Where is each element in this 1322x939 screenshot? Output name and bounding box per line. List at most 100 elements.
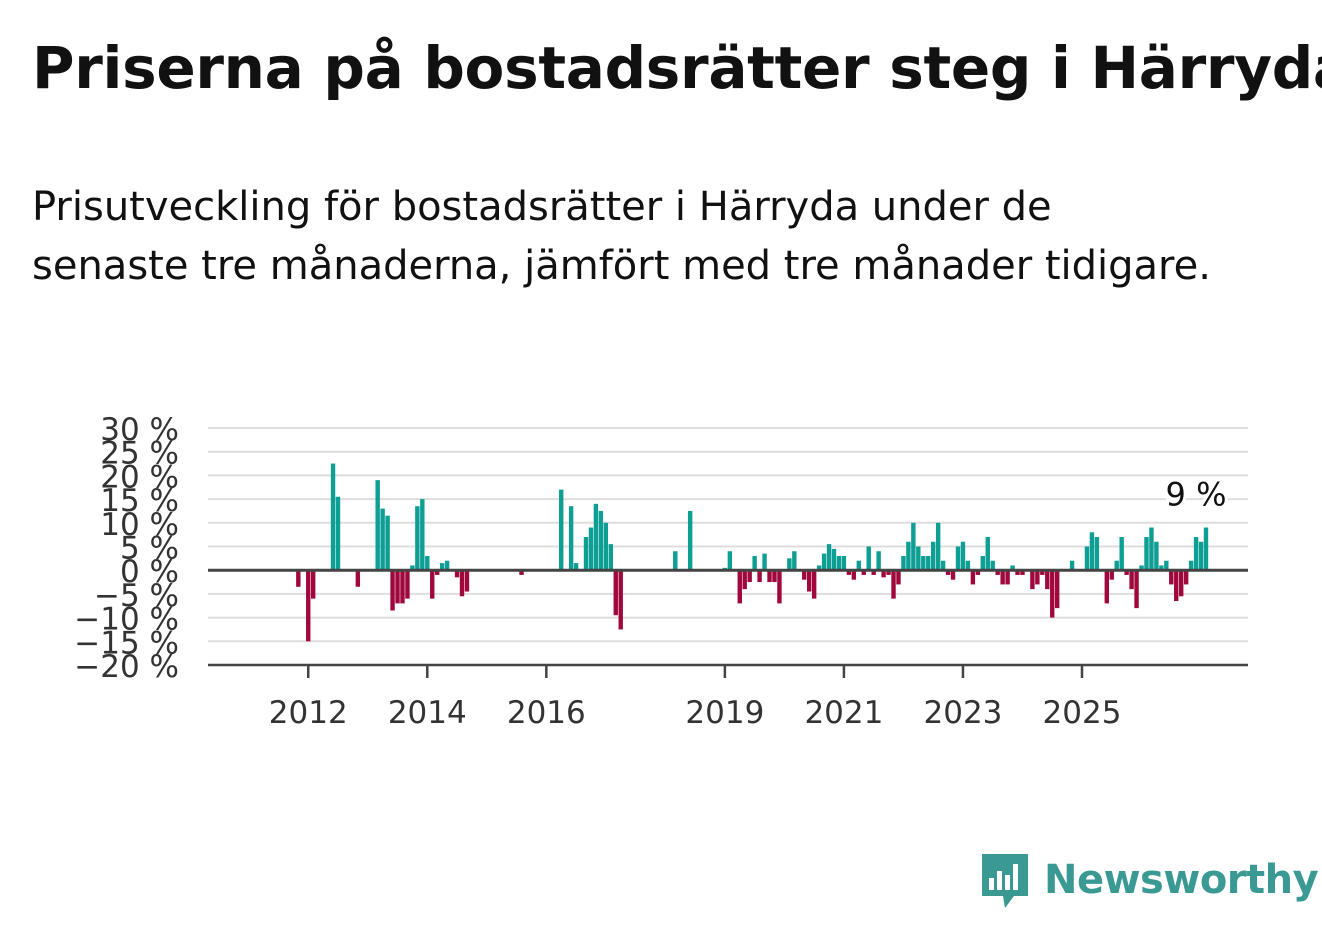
bar — [380, 508, 385, 571]
bar — [311, 570, 316, 599]
last-value-label: 9 % — [1166, 476, 1227, 514]
bar — [415, 506, 420, 571]
bar — [990, 560, 995, 571]
x-tick-label: 2023 — [924, 695, 1003, 731]
bar — [559, 489, 564, 571]
bar — [375, 480, 380, 571]
y-tick-label: 20 % — [100, 459, 179, 495]
bar — [1139, 565, 1144, 571]
y-tick-label: 0 % — [120, 554, 179, 590]
bar — [430, 570, 435, 599]
bar — [1005, 570, 1010, 585]
bar — [306, 570, 311, 642]
bar — [921, 555, 926, 571]
bar — [1159, 565, 1164, 571]
bar — [1015, 570, 1020, 575]
bar — [1134, 570, 1139, 609]
bar — [1104, 570, 1109, 604]
bar — [871, 570, 876, 575]
bar — [1045, 570, 1050, 590]
bar — [955, 546, 961, 571]
bar — [762, 553, 767, 571]
bar — [787, 558, 792, 571]
bar — [439, 563, 445, 571]
bar — [861, 570, 866, 575]
bar — [901, 555, 906, 571]
bar — [1010, 565, 1015, 571]
y-tick-label: 10 % — [100, 507, 179, 543]
y-tick-label: −10 % — [74, 602, 179, 638]
bar — [935, 522, 941, 571]
bar — [1094, 537, 1100, 571]
y-tick-label: −15 % — [74, 625, 179, 661]
bar — [410, 565, 415, 571]
bar — [772, 570, 777, 583]
bar — [355, 570, 361, 587]
bar — [435, 570, 440, 575]
y-tick-label: −5 % — [94, 578, 179, 614]
bar — [1050, 570, 1055, 618]
bar — [618, 570, 623, 630]
bar — [916, 546, 921, 571]
bar — [752, 555, 757, 571]
bar — [826, 544, 832, 571]
bar — [1109, 570, 1114, 580]
bar — [940, 560, 946, 571]
bar — [598, 510, 604, 571]
bar — [1174, 570, 1179, 602]
bar — [335, 496, 341, 571]
bar — [807, 570, 812, 592]
bar — [1183, 570, 1189, 585]
bar — [980, 555, 985, 571]
bar — [727, 551, 733, 571]
bar — [608, 544, 613, 571]
chart-title: Priserna på bostadsrätter steg i Härryda — [32, 34, 1322, 102]
bar — [1149, 527, 1154, 571]
y-tick-label: 15 % — [100, 483, 179, 519]
bar — [1000, 570, 1005, 585]
bar — [846, 570, 852, 575]
bar — [603, 522, 609, 571]
bar — [896, 570, 901, 585]
bar — [945, 570, 951, 575]
y-tick-label: 30 % — [100, 412, 179, 448]
bar — [851, 570, 857, 580]
bar — [950, 570, 956, 580]
bar — [802, 570, 807, 580]
bar — [757, 570, 762, 583]
bar — [395, 570, 400, 604]
bar — [687, 510, 693, 571]
bar — [931, 541, 936, 571]
bar — [673, 551, 678, 571]
bar — [425, 555, 430, 571]
bar — [985, 537, 990, 571]
bar — [1040, 570, 1045, 575]
bar — [420, 499, 425, 571]
x-tick-label: 2019 — [685, 695, 764, 731]
bar — [454, 570, 460, 578]
newsworthy-logo-icon — [982, 854, 1028, 908]
bar — [444, 560, 450, 571]
bar — [1198, 541, 1204, 571]
bar — [911, 522, 916, 571]
bar — [970, 570, 976, 585]
bar — [891, 570, 896, 599]
bar — [831, 548, 837, 571]
bar — [588, 527, 594, 571]
bar — [767, 570, 772, 583]
y-tick-label: 5 % — [120, 531, 179, 567]
bar — [881, 570, 886, 578]
bar — [1203, 527, 1209, 571]
bar — [1169, 570, 1174, 585]
bar — [995, 570, 1000, 575]
brand-name: Newsworthy — [1044, 857, 1319, 903]
bar — [613, 570, 618, 616]
bar — [836, 555, 842, 571]
bar — [1124, 570, 1129, 575]
bar — [1084, 546, 1090, 571]
bar — [876, 551, 881, 571]
bar — [742, 570, 747, 590]
bar — [1129, 570, 1134, 590]
bar — [737, 570, 742, 604]
